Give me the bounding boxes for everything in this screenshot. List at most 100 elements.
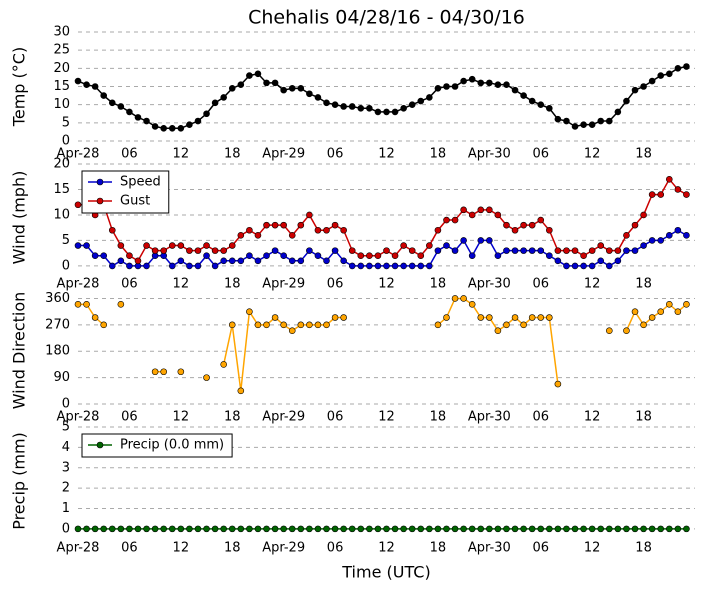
point (220, 247, 227, 254)
point (314, 94, 322, 101)
point (108, 226, 116, 234)
x-tick-label: 18 (635, 410, 652, 425)
point (683, 232, 690, 239)
point (460, 77, 467, 85)
point (606, 327, 613, 335)
point (537, 314, 545, 321)
point (194, 247, 202, 254)
point (134, 257, 142, 265)
x-tick-label: Apr-28 (57, 410, 100, 425)
y-tick-label: 25 (53, 43, 70, 58)
x-tick-label: 12 (173, 541, 190, 556)
point (606, 262, 613, 270)
point (546, 252, 553, 260)
point (460, 295, 467, 302)
point (528, 221, 536, 229)
point (211, 99, 219, 107)
point (665, 232, 673, 239)
point (220, 94, 227, 101)
legend-box (81, 433, 233, 458)
point (126, 108, 133, 116)
point (297, 221, 305, 229)
point (323, 321, 330, 329)
point (520, 247, 527, 254)
point (91, 252, 99, 260)
point (246, 226, 253, 234)
point (280, 525, 287, 533)
point (554, 115, 562, 123)
point (254, 257, 262, 265)
point (280, 321, 287, 329)
point (443, 242, 450, 249)
y-axis-label: Wind (mph) (10, 171, 29, 265)
point (168, 525, 176, 533)
point (451, 295, 459, 302)
point (554, 257, 562, 265)
y-tick-label: 360 (45, 291, 70, 306)
point (537, 216, 545, 224)
point (357, 105, 365, 112)
point (580, 121, 587, 128)
point (674, 226, 682, 234)
point (537, 247, 545, 254)
point (143, 262, 150, 270)
point (588, 525, 596, 533)
x-tick-label: 06 (532, 541, 549, 556)
point (288, 85, 296, 92)
x-tick-label: 18 (430, 541, 447, 556)
point (143, 117, 150, 125)
series-line (77, 65, 687, 130)
point (683, 63, 690, 70)
x-tick-label: Apr-29 (262, 410, 305, 425)
point (657, 191, 665, 198)
point (460, 525, 467, 533)
point (494, 211, 502, 219)
x-tick-label: Apr-30 (468, 277, 511, 292)
point (391, 525, 399, 533)
x-axis-label: Time (UTC) (341, 563, 430, 582)
point (220, 525, 227, 533)
point (546, 525, 553, 533)
point (511, 525, 519, 533)
point (511, 314, 519, 321)
point (434, 525, 442, 533)
point (306, 90, 313, 98)
point (126, 525, 133, 533)
x-tick-label: 18 (224, 410, 241, 425)
point (186, 247, 193, 254)
point (297, 321, 305, 329)
point (640, 321, 647, 329)
point (640, 525, 647, 533)
point (117, 257, 125, 265)
point (391, 262, 399, 270)
point (91, 83, 99, 90)
point (580, 262, 587, 270)
point (563, 247, 570, 254)
point (151, 247, 159, 254)
x-tick-label: 06 (327, 277, 344, 292)
point (254, 525, 262, 533)
point (451, 525, 459, 533)
point (83, 81, 90, 88)
point (297, 257, 305, 265)
point (520, 92, 527, 99)
point (134, 114, 142, 121)
point (323, 226, 330, 234)
point (357, 525, 365, 533)
legend-label: Gust (120, 194, 150, 209)
point (323, 99, 330, 107)
point (451, 216, 459, 224)
point (331, 525, 339, 533)
point (477, 206, 485, 214)
point (228, 321, 236, 329)
point (211, 262, 219, 270)
point (357, 252, 365, 260)
y-tick-label: 5 (62, 233, 70, 248)
point (417, 262, 425, 270)
x-tick-label: 12 (173, 410, 190, 425)
point (623, 247, 630, 254)
point (614, 108, 622, 116)
y-tick-label: 5 (62, 420, 70, 435)
point (400, 105, 407, 112)
x-tick-label: 12 (378, 277, 395, 292)
